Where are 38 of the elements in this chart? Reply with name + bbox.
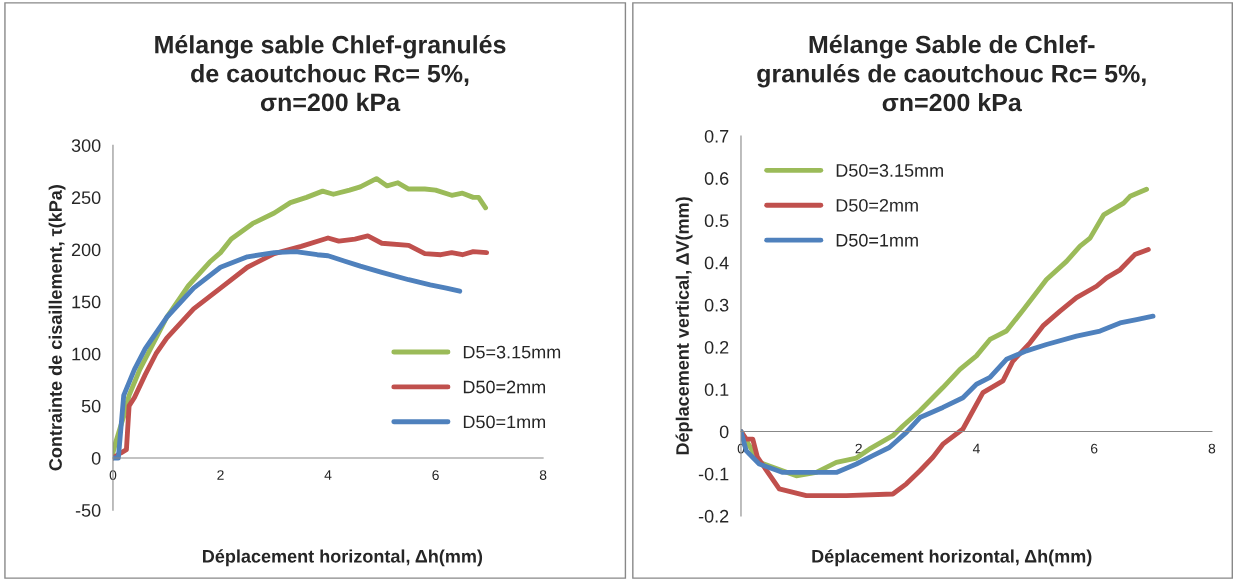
y-tick-label: 0.4 xyxy=(704,256,729,270)
x-tick-label: 6 xyxy=(1091,443,1098,454)
x-tick-label: 0 xyxy=(109,470,117,480)
y-tick-label: 0 xyxy=(719,425,729,439)
y-tick-label: 0.1 xyxy=(704,383,729,396)
x-tick-label: 2 xyxy=(217,470,224,480)
y-axis-title: Déplacement vertical, ΔV(mm) xyxy=(675,197,693,455)
y-tick-label: 50 xyxy=(81,399,101,413)
x-tick-label: 6 xyxy=(432,470,439,480)
y-tick-label: 0.2 xyxy=(704,340,729,354)
legend-label: D5=3.15mm xyxy=(463,345,561,359)
y-tick-label: 0.5 xyxy=(704,214,729,228)
legend-label: D50=3.15mm xyxy=(836,164,943,177)
legend-label: D50=2mm xyxy=(836,198,918,212)
legend-label: D50=2mm xyxy=(463,380,546,394)
x-tick-label: 2 xyxy=(855,443,862,454)
x-tick-label: 8 xyxy=(1208,443,1216,454)
y-tick-label: -0.2 xyxy=(698,509,729,523)
y-tick-label: 300 xyxy=(71,139,101,152)
y-tick-label: 200 xyxy=(71,243,101,257)
y-tick-label: -50 xyxy=(75,504,101,517)
x-axis-title: Déplacement horizontal, Δh(mm) xyxy=(812,549,1092,567)
chart-title: Mélange sable Chlef-granulés de caoutchouc Rc= 5%, σn=200 kPa xyxy=(155,34,506,112)
chart-title: Mélange Sable de Chlef- granulés de caoutchouc Rc= 5%, σn=200 kPa xyxy=(757,34,1146,112)
legend-label: D50=1mm xyxy=(836,233,918,247)
y-tick-label: 250 xyxy=(71,191,101,205)
y-tick-label: 0.7 xyxy=(704,129,729,143)
y-axis-title: Contrainte de cisaillement, τ(kPa) xyxy=(48,185,66,471)
y-tick-label: 0.3 xyxy=(704,298,729,312)
x-axis-title: Déplacement horizontal, Δh(mm) xyxy=(203,549,483,567)
x-tick-label: 4 xyxy=(972,443,980,454)
y-tick-label: 150 xyxy=(72,295,101,309)
y-tick-label: 0.6 xyxy=(704,172,729,185)
y-tick-label: 100 xyxy=(72,347,101,361)
y-tick-label: -0.1 xyxy=(698,467,729,481)
x-tick-label: 8 xyxy=(539,470,547,480)
legend-label: D50=1mm xyxy=(463,415,546,429)
x-tick-label: 4 xyxy=(324,470,332,480)
